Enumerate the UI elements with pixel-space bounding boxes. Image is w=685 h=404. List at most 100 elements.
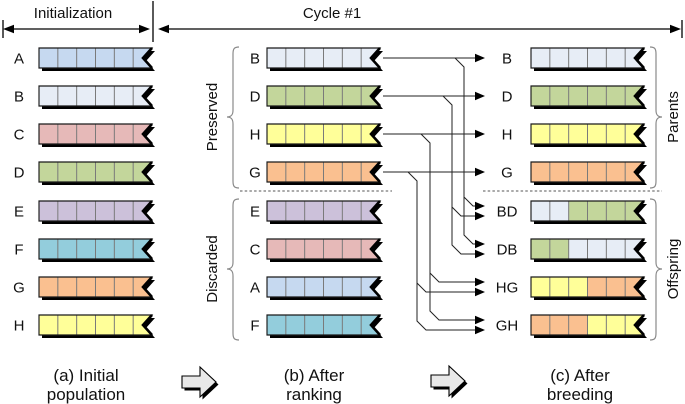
gene-cell [114, 124, 134, 144]
gene-cell [342, 315, 362, 335]
gene-cell [531, 239, 551, 259]
preserved-brace [226, 46, 240, 189]
gene-cell [95, 277, 115, 297]
gene-cells [531, 162, 644, 182]
gene-cell [549, 277, 570, 297]
row-label-H: H [250, 126, 261, 143]
gene-cell [95, 162, 115, 182]
gene-cell [76, 48, 97, 68]
gene-cell [587, 201, 607, 221]
row-label-F: F [250, 317, 259, 334]
header-arrowheads [3, 24, 681, 34]
gene-cell [39, 48, 59, 68]
chromosome-bar-a-C [38, 123, 155, 147]
caption-bred: (c) After breeding [547, 366, 613, 404]
caption-initial: (a) Initial population [47, 366, 125, 404]
bar-notch-icon [369, 238, 381, 260]
gene-cell [568, 239, 589, 259]
arrowhead-right-icon [475, 315, 485, 325]
gene-cell [568, 315, 589, 335]
gene-cell [57, 162, 78, 182]
gene-cell [76, 124, 97, 144]
chromosome-bar-c-BD [530, 200, 647, 224]
chromosome-bar-b-G [266, 161, 383, 185]
row-label-G: G [501, 164, 513, 181]
chromosome-bar-b-A [266, 276, 383, 300]
gene-cell [568, 86, 589, 106]
preserved-label: Preserved [204, 83, 221, 151]
chromosome-bar-a-D [38, 161, 155, 185]
gene-cell [587, 315, 607, 335]
row-label-C: C [14, 126, 25, 143]
arrowhead-right-icon [475, 249, 485, 259]
gene-cell [587, 162, 607, 182]
gene-cell [323, 201, 343, 221]
bar-notch-icon [369, 200, 381, 222]
gene-cell [76, 315, 97, 335]
gene-cell [531, 277, 551, 297]
gene-cell [304, 48, 325, 68]
gene-cell [606, 124, 626, 144]
connector-branch [407, 171, 475, 331]
row-label-D: D [250, 88, 261, 105]
chromosome-bar-c-G [530, 161, 647, 185]
gene-cell [114, 315, 134, 335]
row-label-H: H [502, 126, 513, 143]
arrowhead-right-icon [475, 201, 485, 211]
gene-cell [549, 239, 570, 259]
arrowhead-right-icon [475, 211, 485, 221]
header-initialization-label: Initialization [34, 5, 112, 22]
gene-cell [39, 277, 59, 297]
gene-cell [267, 201, 287, 221]
gene-cell [76, 239, 97, 259]
gene-cell [57, 277, 78, 297]
row-label-A: A [14, 50, 24, 67]
gene-cell [95, 86, 115, 106]
chromosome-bar-a-G [38, 276, 155, 300]
bars-layer [38, 47, 647, 338]
caption-ranked: (b) After ranking [284, 366, 345, 404]
bar-notch-icon [141, 238, 153, 260]
gene-cell [304, 124, 325, 144]
chromosome-bar-c-GH [530, 314, 647, 338]
offspring-label: Offspring [665, 239, 682, 300]
gene-cell [285, 315, 306, 335]
gene-cell [304, 86, 325, 106]
gene-cell [114, 277, 134, 297]
gene-cell [95, 315, 115, 335]
gene-cell [568, 201, 589, 221]
gene-cell [304, 201, 325, 221]
gene-cell [323, 86, 343, 106]
bar-notch-icon [369, 276, 381, 298]
gene-cell [114, 86, 134, 106]
gene-cell [76, 86, 97, 106]
gene-cell [114, 201, 134, 221]
gene-cell [76, 201, 97, 221]
chromosome-bar-c-H [530, 123, 647, 147]
bar-notch-icon [633, 314, 645, 336]
gene-cell [285, 86, 306, 106]
gene-cell [57, 124, 78, 144]
gene-cell [57, 48, 78, 68]
gene-cell [323, 124, 343, 144]
caption-ranked-line2: ranking [286, 385, 342, 404]
arrowhead-left-icon [158, 24, 169, 34]
arrowhead-right-icon [475, 325, 485, 335]
gene-cell [57, 315, 78, 335]
bar-notch-icon [369, 47, 381, 69]
bar-notch-icon [141, 276, 153, 298]
gene-cell [304, 277, 325, 297]
chromosome-bar-c-D [530, 85, 647, 109]
gene-cell [568, 162, 589, 182]
connector-branch [454, 57, 475, 245]
gene-cell [267, 86, 287, 106]
gene-cell [285, 201, 306, 221]
chromosome-bar-b-B [266, 47, 383, 71]
row-label-HG: HG [496, 279, 519, 296]
chromosome-bar-c-B [530, 47, 647, 71]
header [2, 1, 683, 42]
gene-cells [531, 315, 644, 335]
chromosome-bar-b-C [266, 238, 383, 262]
row-label-B: B [14, 88, 24, 105]
